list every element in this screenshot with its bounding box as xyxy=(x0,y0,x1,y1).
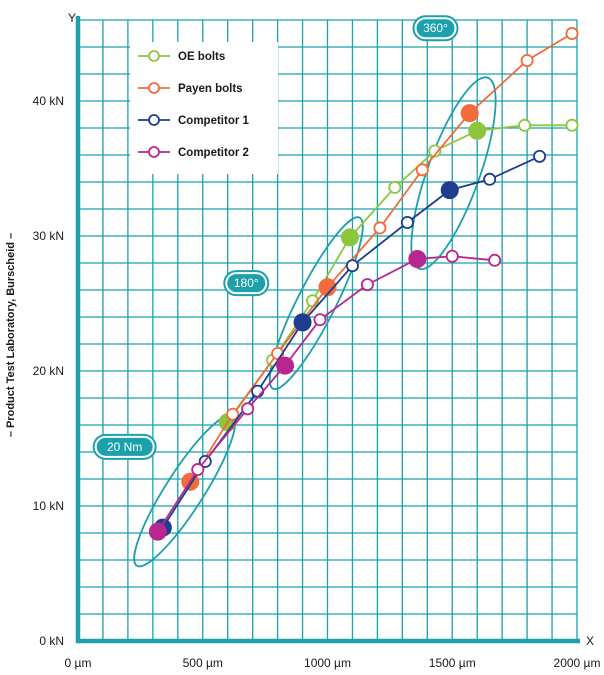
x-tick-label: 2000 µm xyxy=(554,656,601,670)
legend-marker xyxy=(148,82,160,94)
x-tick-label: 1500 µm xyxy=(429,656,476,670)
y-tick-label: 0 kN xyxy=(39,634,64,648)
legend-marker xyxy=(148,146,160,158)
data-point xyxy=(400,215,414,229)
data-point xyxy=(565,118,579,132)
data-point xyxy=(483,172,497,186)
highlight-point xyxy=(293,313,312,332)
tick-labels: 0 µm 500 µm 1000 µm 1500 µm 2000 µm 0 kN 10 kN… xyxy=(33,94,601,670)
data-point xyxy=(533,149,547,163)
badge-label: 20 Nm xyxy=(107,440,142,454)
badge-fill xyxy=(416,19,455,38)
chart-axes xyxy=(75,16,580,644)
badge-label: 180° xyxy=(234,276,259,290)
legend-label: Competitor 1 xyxy=(178,115,250,127)
x-tick-label: 0 µm xyxy=(65,656,92,670)
data-point xyxy=(520,54,534,68)
x-tick-label: 1000 µm xyxy=(304,656,351,670)
highlight-point xyxy=(276,356,295,375)
x-tick-label: 500 µm xyxy=(183,656,223,670)
annotation-badges: 20 Nm 180° 360° xyxy=(92,15,459,460)
chart-series xyxy=(148,26,579,541)
series-competitor-2 xyxy=(148,249,502,541)
y-tick-label: 40 kN xyxy=(33,94,64,108)
series-oe-bolts xyxy=(218,118,579,432)
data-point xyxy=(388,180,402,194)
data-point xyxy=(445,249,459,263)
data-point xyxy=(373,221,387,235)
x-axis-letter: X xyxy=(586,634,594,648)
highlight-point xyxy=(440,181,459,200)
highlight-point xyxy=(148,522,167,541)
y-tick-label: 10 kN xyxy=(33,499,64,513)
annotation-badge: 360° xyxy=(412,15,459,42)
series-line xyxy=(162,155,540,529)
legend-marker xyxy=(148,50,160,62)
y-tick-label: 20 kN xyxy=(33,364,64,378)
legend-marker xyxy=(148,114,160,126)
data-point xyxy=(345,259,359,273)
data-point xyxy=(415,163,429,177)
annotation-badge: 20 Nm xyxy=(92,433,157,460)
badge-fill xyxy=(227,274,266,293)
highlight-point xyxy=(460,104,479,123)
data-point xyxy=(488,253,502,267)
series-payen-bolts xyxy=(181,26,579,491)
badge-fill xyxy=(96,437,153,456)
data-point xyxy=(226,407,240,421)
annotation-badge: 180° xyxy=(223,270,270,297)
legend-label: Payen bolts xyxy=(178,83,243,95)
data-point xyxy=(191,463,205,477)
legend-label: Competitor 2 xyxy=(178,147,249,159)
data-point xyxy=(518,118,532,132)
highlight-point xyxy=(340,228,359,247)
data-point xyxy=(313,313,327,327)
data-point xyxy=(565,26,579,40)
legend: OE bolts Payen bolts Competitor 1 Competito… xyxy=(130,42,278,174)
badge-label: 360° xyxy=(423,21,448,35)
highlight-point xyxy=(408,249,427,268)
annotation-ellipse xyxy=(268,216,364,391)
data-point xyxy=(428,144,442,158)
side-caption: – Product Test Laboratory, Burscheid – xyxy=(5,233,17,437)
highlight-point xyxy=(318,278,337,297)
y-axis-letter: Y xyxy=(68,11,76,25)
series-line xyxy=(226,124,572,423)
legend-label: OE bolts xyxy=(178,51,225,63)
data-point xyxy=(360,278,374,292)
data-point xyxy=(241,402,255,416)
highlight-point xyxy=(468,121,487,140)
annotation-ellipse xyxy=(410,76,497,271)
y-tick-label: 30 kN xyxy=(33,229,64,243)
data-point xyxy=(251,384,265,398)
